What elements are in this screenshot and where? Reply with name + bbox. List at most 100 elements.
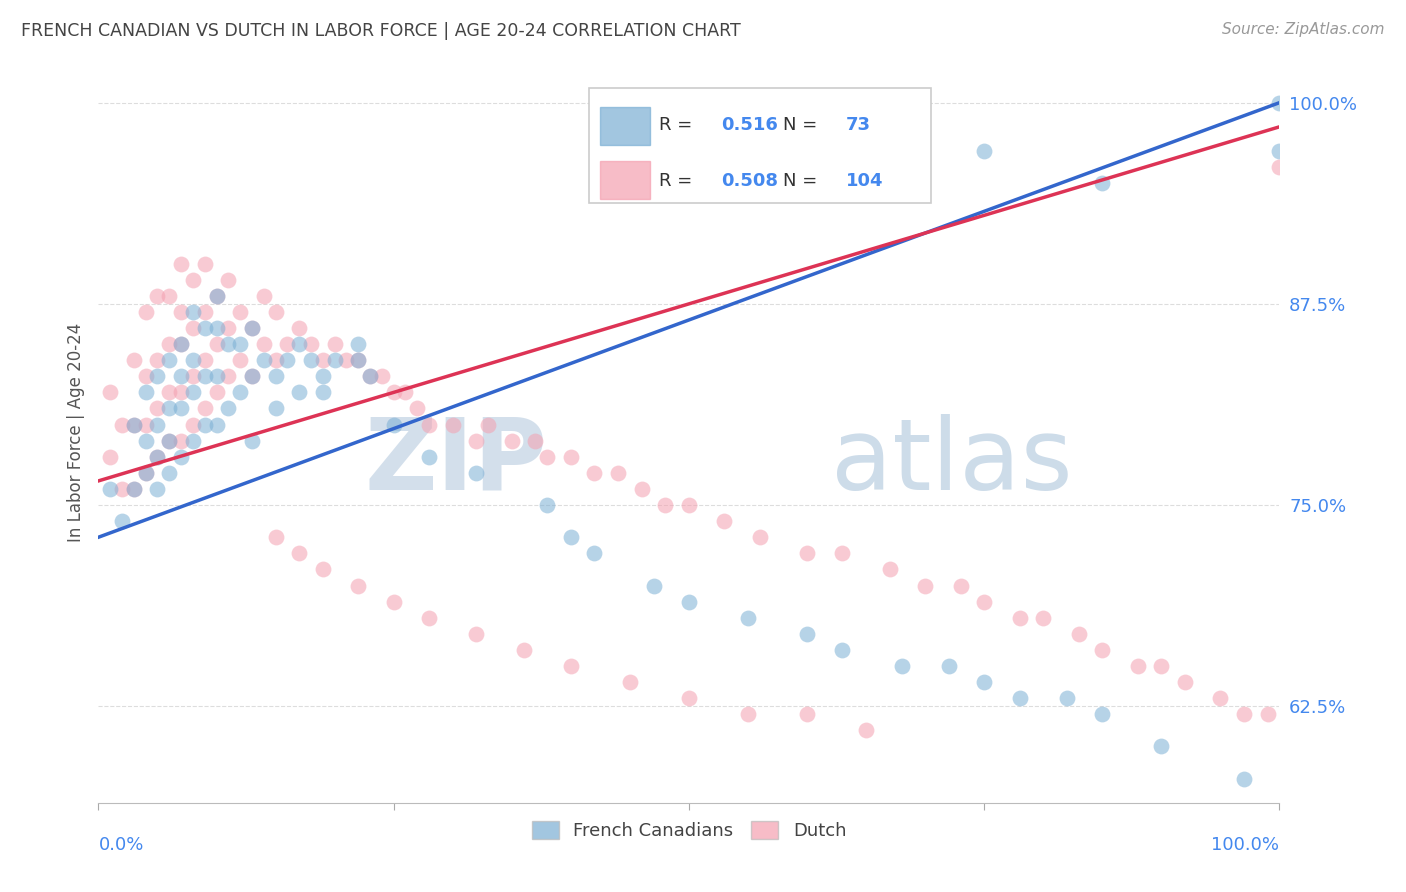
Point bbox=[146, 353, 169, 368]
Point bbox=[973, 144, 995, 158]
Point bbox=[229, 353, 252, 368]
Point bbox=[654, 498, 676, 512]
Point bbox=[181, 353, 204, 368]
Point bbox=[678, 498, 700, 512]
Point bbox=[240, 369, 263, 384]
Point bbox=[205, 289, 228, 303]
Point bbox=[1233, 772, 1256, 786]
Point bbox=[382, 385, 405, 400]
Point bbox=[157, 353, 180, 368]
Point bbox=[205, 417, 228, 432]
Point bbox=[170, 434, 193, 448]
Point bbox=[146, 369, 169, 384]
Point bbox=[312, 369, 335, 384]
Point bbox=[157, 434, 180, 448]
Point bbox=[170, 305, 193, 319]
Point bbox=[240, 434, 263, 448]
Point bbox=[406, 401, 429, 416]
Text: 104: 104 bbox=[846, 172, 883, 190]
Point bbox=[276, 353, 298, 368]
Point bbox=[157, 385, 180, 400]
Point bbox=[382, 594, 405, 608]
Point bbox=[170, 337, 193, 351]
Point bbox=[347, 578, 370, 592]
Point bbox=[347, 337, 370, 351]
Point bbox=[135, 369, 157, 384]
Point bbox=[418, 417, 440, 432]
Y-axis label: In Labor Force | Age 20-24: In Labor Force | Age 20-24 bbox=[66, 323, 84, 542]
Text: 73: 73 bbox=[846, 116, 872, 135]
Text: FRENCH CANADIAN VS DUTCH IN LABOR FORCE | AGE 20-24 CORRELATION CHART: FRENCH CANADIAN VS DUTCH IN LABOR FORCE … bbox=[21, 22, 741, 40]
Point bbox=[205, 337, 228, 351]
Text: N =: N = bbox=[783, 116, 824, 135]
Point bbox=[253, 353, 276, 368]
Legend: French Canadians, Dutch: French Canadians, Dutch bbox=[524, 814, 853, 847]
Point bbox=[135, 466, 157, 480]
Point bbox=[347, 353, 370, 368]
Point bbox=[737, 707, 759, 722]
Point bbox=[1150, 659, 1173, 673]
Point bbox=[170, 401, 193, 416]
Point bbox=[98, 450, 121, 464]
Point bbox=[194, 401, 217, 416]
Point bbox=[229, 385, 252, 400]
Point bbox=[181, 321, 204, 335]
Point bbox=[111, 482, 134, 496]
Point bbox=[713, 514, 735, 528]
Text: R =: R = bbox=[659, 116, 699, 135]
Point bbox=[276, 337, 298, 351]
Point bbox=[170, 450, 193, 464]
Point bbox=[111, 514, 134, 528]
Point bbox=[240, 321, 263, 335]
Point bbox=[194, 353, 217, 368]
Point bbox=[418, 610, 440, 624]
Point bbox=[1126, 659, 1149, 673]
Point bbox=[323, 353, 346, 368]
Point bbox=[194, 257, 217, 271]
Point bbox=[748, 530, 770, 544]
Point bbox=[135, 305, 157, 319]
Point bbox=[264, 353, 287, 368]
Point bbox=[1032, 610, 1054, 624]
Point bbox=[181, 434, 204, 448]
Point bbox=[890, 659, 912, 673]
Point bbox=[418, 450, 440, 464]
Point bbox=[607, 466, 630, 480]
Point bbox=[181, 385, 204, 400]
Text: 0.0%: 0.0% bbox=[98, 836, 143, 855]
Point bbox=[583, 466, 606, 480]
Point bbox=[560, 530, 582, 544]
Point bbox=[181, 273, 204, 287]
Point bbox=[288, 546, 311, 560]
Point bbox=[157, 434, 180, 448]
Point bbox=[181, 369, 204, 384]
Point bbox=[1174, 675, 1197, 690]
Point bbox=[1233, 707, 1256, 722]
Point bbox=[465, 434, 488, 448]
Point bbox=[1268, 160, 1291, 174]
Text: atlas: atlas bbox=[831, 414, 1073, 511]
Point bbox=[630, 482, 652, 496]
Point bbox=[170, 385, 193, 400]
Point bbox=[1257, 707, 1279, 722]
Point bbox=[914, 578, 936, 592]
Point bbox=[536, 498, 558, 512]
Point bbox=[299, 353, 322, 368]
Point bbox=[560, 450, 582, 464]
Point bbox=[796, 546, 818, 560]
Point bbox=[122, 417, 145, 432]
Point bbox=[264, 401, 287, 416]
Point bbox=[678, 594, 700, 608]
Point bbox=[441, 417, 464, 432]
Point bbox=[335, 353, 357, 368]
Point bbox=[382, 417, 405, 432]
Point bbox=[157, 289, 180, 303]
Point bbox=[359, 369, 381, 384]
Point bbox=[737, 610, 759, 624]
Point bbox=[146, 417, 169, 432]
Point bbox=[253, 289, 276, 303]
Point bbox=[288, 337, 311, 351]
Point bbox=[524, 434, 547, 448]
Text: Source: ZipAtlas.com: Source: ZipAtlas.com bbox=[1222, 22, 1385, 37]
Point bbox=[146, 401, 169, 416]
